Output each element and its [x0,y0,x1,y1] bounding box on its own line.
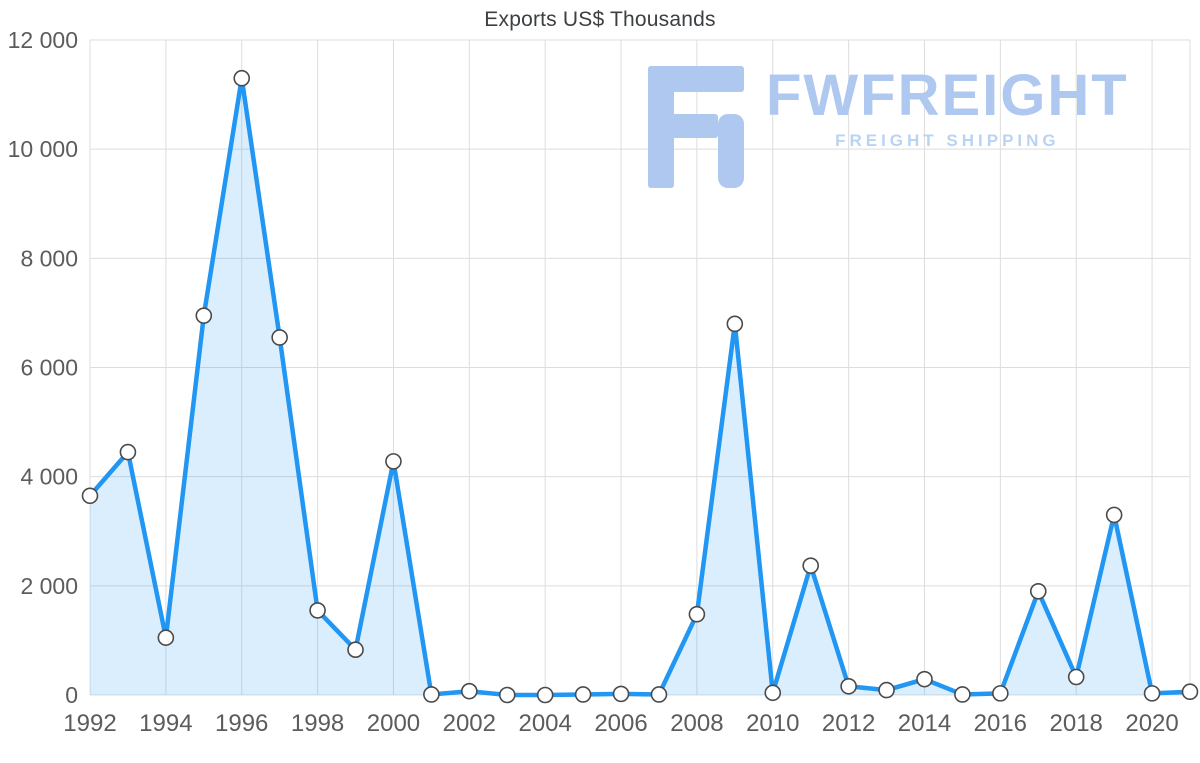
svg-text:6 000: 6 000 [20,355,78,381]
svg-text:2002: 2002 [443,710,496,737]
svg-text:1998: 1998 [291,710,344,737]
svg-text:8 000: 8 000 [20,245,78,271]
svg-text:2010: 2010 [746,710,799,737]
svg-text:2008: 2008 [670,710,723,737]
svg-text:2004: 2004 [518,710,571,737]
svg-text:0: 0 [65,682,78,708]
svg-text:2006: 2006 [594,710,647,737]
svg-text:1994: 1994 [139,710,192,737]
svg-text:1996: 1996 [215,710,268,737]
svg-text:2018: 2018 [1050,710,1103,737]
svg-text:2014: 2014 [898,710,951,737]
svg-text:10 000: 10 000 [8,136,78,162]
svg-text:1992: 1992 [63,710,116,737]
svg-text:4 000: 4 000 [20,464,78,490]
svg-text:12 000: 12 000 [8,27,78,53]
svg-text:2012: 2012 [822,710,875,737]
chart-title: Exports US$ Thousands [484,8,716,31]
svg-text:2016: 2016 [974,710,1027,737]
svg-text:2020: 2020 [1125,710,1178,737]
svg-text:2 000: 2 000 [20,573,78,599]
svg-text:2000: 2000 [367,710,420,737]
